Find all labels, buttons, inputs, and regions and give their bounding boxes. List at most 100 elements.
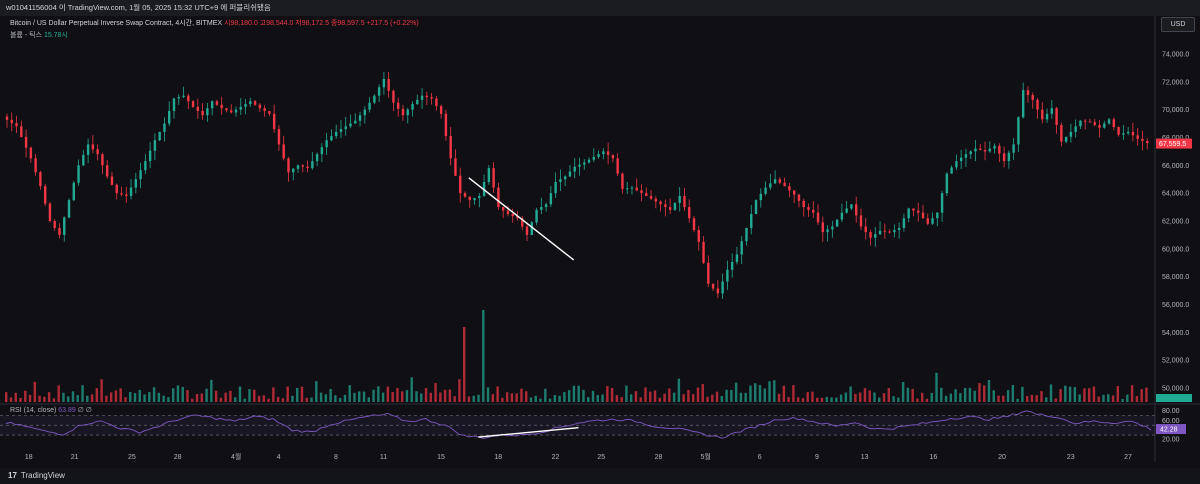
volume-bar [338, 397, 342, 402]
volume-bar [415, 391, 418, 402]
volume-bar [482, 310, 485, 402]
volume-bar [162, 395, 165, 402]
volume-value: 15.78시 [43, 32, 68, 39]
volume-bar [205, 388, 208, 402]
candle-body [187, 95, 190, 102]
candle-body [926, 218, 929, 224]
candle-body [277, 129, 281, 145]
volume-bar [405, 390, 409, 402]
volume-bar [24, 390, 27, 402]
volume-bar [701, 384, 704, 402]
rsi-legend[interactable]: RSI (14, close) 63.89 ∅ ∅ [10, 406, 92, 414]
rsi-axis-tick: 60.00 [1162, 418, 1180, 425]
volume-bar [777, 393, 781, 402]
candle-body [296, 165, 300, 169]
candle-body [105, 165, 109, 177]
volume-bar [229, 390, 232, 402]
volume-bar [663, 393, 666, 402]
candle-body [812, 209, 815, 213]
volume-bar [529, 397, 533, 402]
chart-area[interactable] [0, 16, 1200, 468]
candle-body [726, 269, 729, 282]
candle-body [630, 187, 634, 189]
volume-bar [639, 397, 642, 402]
volume-bar [644, 387, 647, 402]
volume-bar [286, 386, 289, 402]
price-axis-tick: 70,000.0 [1162, 107, 1189, 114]
volume-bar [577, 385, 580, 402]
candle-body [435, 98, 438, 107]
volume-bar [86, 395, 89, 402]
candle-body [63, 217, 66, 235]
volume-bar [587, 397, 590, 402]
candle-body [77, 165, 80, 183]
footer-brand[interactable]: TradingView [20, 471, 65, 480]
candle-body [792, 190, 796, 195]
candle-body [10, 119, 13, 124]
volume-bar [668, 388, 671, 402]
volume-bar [749, 385, 752, 402]
candle-body [554, 182, 557, 194]
candle-body [387, 78, 390, 91]
candle-body [692, 218, 696, 231]
volume-bar [296, 387, 299, 402]
volume-bar [878, 397, 881, 402]
symbol-name[interactable]: Bitcoin / US Dollar Perpetual Inverse Sw… [10, 20, 223, 27]
candle-body [559, 179, 562, 183]
volume-bar [391, 392, 394, 402]
candle-body [191, 101, 195, 107]
candle-body [707, 262, 710, 284]
candle-body [936, 212, 939, 219]
volume-bar [372, 389, 375, 402]
volume-bar [582, 389, 585, 402]
candle-body [397, 102, 400, 109]
candle-body [306, 166, 309, 169]
volume-bar [849, 386, 852, 402]
time-axis-tick: 25 [597, 454, 605, 461]
volume-bar [186, 390, 189, 402]
volume-bar [424, 388, 428, 402]
volume-bar [410, 377, 413, 402]
volume-bar [100, 379, 103, 402]
volume-bar [906, 387, 910, 402]
volume-bar [43, 396, 46, 402]
time-axis-tick: 4월 [231, 452, 241, 461]
candle-body [354, 120, 357, 124]
candle-body [168, 111, 171, 124]
last-price-tag [1156, 138, 1192, 149]
candle-body [1021, 90, 1025, 118]
price-axis-tick: 68,000.0 [1162, 135, 1189, 142]
volume-bar [520, 388, 523, 402]
volume-bar [310, 397, 313, 402]
volume-bar [787, 396, 790, 402]
candle-body [129, 187, 133, 196]
volume-bar [300, 386, 304, 402]
volume-bar [1078, 394, 1081, 402]
candle-body [478, 195, 481, 199]
volume-bar [863, 388, 867, 402]
candle-body [1050, 108, 1054, 114]
price-axis-tick: 74,000.0 [1162, 51, 1189, 58]
candle-body [196, 106, 200, 112]
tradingview-logo-icon[interactable]: 17 [8, 471, 17, 480]
candle-body [449, 136, 452, 159]
volume-bar [276, 396, 280, 402]
volume-bar [81, 385, 84, 402]
rsi-value: 63.89 [58, 407, 76, 414]
candle-body [883, 230, 887, 232]
currency-button[interactable]: USD [1161, 17, 1195, 32]
volume-bar [152, 387, 156, 402]
candle-body [516, 216, 519, 219]
volume-bar [606, 386, 609, 402]
candle-body [120, 193, 123, 195]
volume-bar [1140, 389, 1143, 402]
candle-body [998, 145, 1001, 154]
footer-bar: 17 TradingView [0, 468, 1200, 484]
volume-legend[interactable]: 볼륨 - 틱스 15.78시 [10, 30, 68, 40]
candle-body [492, 168, 495, 188]
candle-body [664, 204, 667, 208]
volume-bar [453, 396, 456, 402]
candle-body [759, 193, 762, 201]
volume-bar [181, 386, 184, 402]
